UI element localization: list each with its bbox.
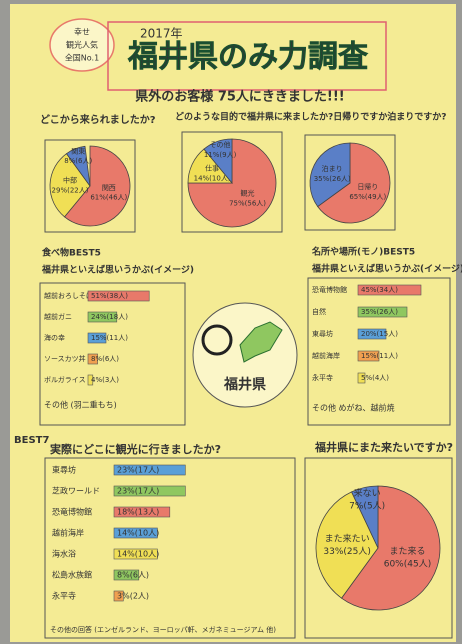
section-question: 福井県といえば思いうかぶ(イメージ) [311,263,462,275]
bar-label: 23%(17人) [117,466,159,475]
bar-label: 14%(10人) [117,529,159,538]
bar-name: 東尋坊 [312,329,333,338]
bar-name: ソースカツ丼 [44,354,86,363]
bar-name: 芝政ワールド [52,486,100,496]
slice-label: 65%(49人) [349,193,386,201]
slice-name: 日帰り [357,182,378,191]
bar-label: 23%(17人) [117,487,159,496]
section-heading: 食べ物BEST5 [41,247,101,259]
bar-label: 15%(11人) [361,352,398,360]
section-question: 福井県にまた来たいですか? [314,440,453,454]
year: 2017年 [140,27,183,41]
bar-label: 14%(10人) [117,550,159,559]
slice-label: 33%(25人) [323,547,370,557]
slice-name: 来ない [354,488,381,499]
bar-label: 45%(34人) [361,286,398,294]
bar-label: 4%(3人) [91,376,119,384]
bar-label: 3%(2人) [117,592,149,601]
slice-name: また来たい [325,533,370,544]
slice-label: 75%(56人) [229,199,266,207]
bar-name: 恐竜博物館 [52,507,92,517]
center-label: 福井県 [223,376,266,393]
bar-label: 24%(18人) [91,313,128,321]
slice-name: 関西 [102,184,116,192]
bar-label: 51%(38人) [91,292,128,300]
slice-name: また来る [389,546,425,557]
bar-name: 自然 [312,307,326,316]
other-answer: その他 めがね、越前焼 [312,403,395,413]
bar-name: 越前おろしそば [44,291,93,300]
section-question: 実際にどこに観光に行きましたか? [50,442,221,456]
slice-label: 29%(22人) [52,186,89,194]
bar-label: 15%(11人) [91,334,128,342]
bar-name: 松島水族館 [52,570,92,580]
question: どのような目的で福井県に来ましたか?日帰りですか泊まりですか? [175,111,446,123]
bar-name: 永平寺 [312,373,333,382]
section-heading: 名所や場所(モノ)BEST5 [311,246,415,258]
bar-label: 5%(4人) [361,374,389,382]
slice-label: 35%(26人) [314,175,351,183]
slice-label: 11%(9人) [204,151,237,159]
slice-label: 60%(45人) [384,559,431,569]
bar-label: 8%(6人) [117,571,149,580]
subtitle: 県外のお客様 75人にききました!!! [135,89,344,105]
poster: 幸せ 観光人気 全国No.1 2017年 福井県のみ力調査 県外のお客様 75人… [0,0,462,644]
bar-name: ボルガライス [44,375,86,384]
other-answer: その他の回答 (エンゼルランド、ヨーロッパ軒、メガネミュージアム 他) [50,625,276,634]
title: 福井県のみ力調査 [127,40,368,75]
bar-name: 越前海岸 [52,528,84,538]
slice-name: 観光 [241,189,255,198]
slice-label: 8%(6人) [64,157,92,165]
slice-name: 中部 [63,175,77,184]
bar-label: 18%(13人) [117,508,159,517]
badge-text: 観光人気 [66,40,98,50]
badge-text: 全国No.1 [65,53,99,63]
section-heading: BEST7 [14,435,49,446]
slice-label: 61%(46人) [90,194,127,202]
bar-name: 越前ガニ [44,312,72,321]
bar-name: 越前海岸 [312,351,340,360]
slice-label: 7%(5人) [349,501,385,511]
other-answer: その他 (羽二重もち) [44,400,117,410]
section-question: 福井県といえば思いうかぶ(イメージ) [41,264,194,276]
bar-name: 永平寺 [52,591,76,601]
bar-name: 海の幸 [44,333,65,342]
bar-label: 35%(26人) [361,308,398,316]
badge-text: 幸せ [74,28,90,37]
slice-name: 関東 [71,146,85,155]
bar-name: 海水浴 [52,549,76,559]
bar-name: 恐竜博物館 [312,285,347,294]
slice-name: その他 [210,140,231,149]
question: どこから来られましたか? [40,113,156,126]
bar-name: 東尋坊 [52,465,76,475]
slice-name: 泊まり [322,164,343,173]
bar-label: 8%(6人) [91,355,119,363]
slice-label: 14%(10人) [194,175,231,183]
bar-label: 20%(15人) [361,330,398,338]
